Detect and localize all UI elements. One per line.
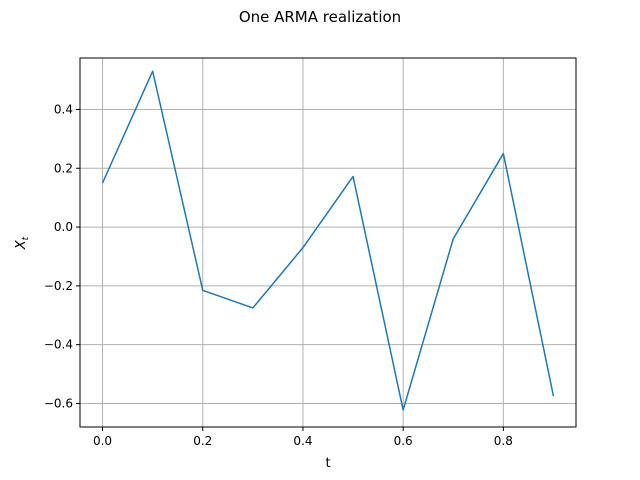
y-axis-label-subscript: t	[21, 236, 31, 240]
y-tick-label: −0.2	[44, 279, 73, 293]
series-layer	[101, 70, 555, 411]
y-tick-label: 0.2	[54, 161, 73, 175]
y-axis-label: Xt	[14, 236, 31, 250]
axis-ticks: 0.0 0.2 0.4 0.6 0.8 −0.6 −0.4 −0.2 0.0 0.2 0.4	[44, 102, 513, 448]
y-axis-label-main: X	[14, 239, 29, 250]
x-tick-label: 0.2	[193, 434, 212, 448]
y-tick-label: 0.4	[54, 102, 73, 116]
x-axis-label: t	[325, 456, 330, 471]
series-line	[101, 70, 555, 411]
y-tick-label: 0.0	[54, 220, 73, 234]
x-tick-label: 0.6	[394, 434, 413, 448]
grid-lines	[80, 58, 576, 427]
x-tick-label: 0.0	[93, 434, 112, 448]
x-tick-label: 0.4	[293, 434, 312, 448]
y-tick-label: −0.6	[44, 396, 73, 410]
y-tick-label: −0.4	[44, 338, 73, 352]
x-tick-label: 0.8	[494, 434, 513, 448]
chart-title: One ARMA realization	[239, 8, 401, 26]
plot-frame	[79, 57, 577, 428]
